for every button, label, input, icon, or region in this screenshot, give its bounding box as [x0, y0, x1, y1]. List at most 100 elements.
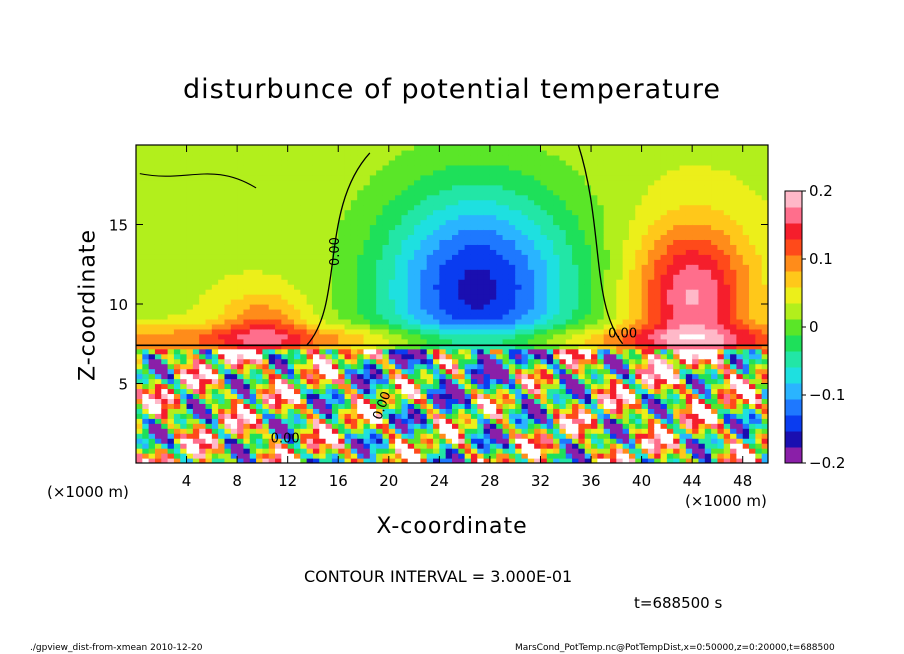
heatmap-cell [148, 174, 156, 181]
heatmap-cell [534, 398, 542, 404]
heatmap-cell [376, 234, 384, 241]
heatmap-cell [306, 304, 314, 310]
heatmap-cell [433, 239, 440, 245]
heatmap-cell [363, 388, 371, 395]
heatmap-cell [591, 458, 598, 463]
heatmap-cell [211, 383, 219, 390]
heatmap-cell [167, 378, 175, 385]
heatmap-cell [331, 299, 339, 305]
heatmap-cell [452, 259, 459, 265]
heatmap-cell [597, 154, 605, 161]
heatmap-cell [192, 304, 200, 310]
heatmap-cell [256, 448, 263, 454]
heatmap-cell [161, 164, 169, 171]
heatmap-cell [591, 159, 598, 166]
heatmap-cell [300, 239, 308, 245]
heatmap-cell [287, 274, 295, 280]
heatmap-cell [142, 299, 150, 305]
heatmap-cell [540, 408, 548, 414]
heatmap-cell [534, 383, 542, 390]
heatmap-cell [496, 358, 504, 365]
heatmap-cell [527, 308, 535, 315]
heatmap-cell [470, 229, 478, 236]
heatmap-cell [591, 249, 598, 255]
heatmap-cell [154, 323, 162, 330]
heatmap-cell [224, 428, 232, 434]
heatmap-cell [458, 224, 466, 231]
heatmap-cell [154, 438, 162, 444]
heatmap-cell [439, 159, 447, 166]
heatmap-cell [369, 393, 377, 400]
heatmap-cell [161, 378, 169, 385]
heatmap-cell [565, 229, 573, 236]
heatmap-cell [420, 154, 428, 161]
heatmap-cell [420, 443, 428, 449]
heatmap-cell [331, 214, 339, 221]
heatmap-cell [224, 423, 232, 429]
heatmap-cell [325, 433, 333, 439]
heatmap-cell [464, 224, 472, 231]
heatmap-cell [420, 328, 428, 335]
heatmap-cell [553, 448, 561, 454]
heatmap-cell [527, 249, 535, 255]
heatmap-cell [275, 304, 282, 310]
heatmap-cell [338, 438, 346, 444]
heatmap-cell [426, 145, 434, 151]
heatmap-cell [312, 214, 320, 221]
heatmap-cell [268, 254, 276, 260]
heatmap-cell [388, 408, 396, 414]
heatmap-cell [148, 403, 156, 409]
heatmap-cell [136, 259, 143, 265]
heatmap-cell [477, 438, 485, 444]
heatmap-cell [180, 289, 188, 295]
heatmap-cell [338, 199, 346, 206]
heatmap-cell [521, 294, 529, 300]
heatmap-cell [192, 294, 200, 300]
heatmap-cell [173, 179, 181, 186]
heatmap-cell [534, 189, 542, 196]
heatmap-cell [369, 274, 377, 280]
heatmap-cell [363, 373, 371, 380]
heatmap-cell [224, 443, 232, 449]
heatmap-cell [445, 323, 453, 330]
heatmap-cell [559, 179, 567, 186]
heatmap-cell [186, 229, 194, 236]
heatmap-cell [338, 249, 346, 255]
heatmap-cell [186, 204, 194, 211]
heatmap-cell [534, 179, 542, 186]
heatmap-cell [148, 269, 156, 275]
heatmap-cell [433, 194, 440, 201]
heatmap-cell [173, 164, 181, 171]
heatmap-cell [445, 259, 453, 265]
heatmap-cell [470, 318, 478, 325]
heatmap-cell [597, 224, 605, 231]
heatmap-cell [565, 403, 573, 409]
heatmap-cell [610, 438, 617, 444]
heatmap-cell [477, 418, 485, 424]
heatmap-cell [584, 378, 592, 385]
heatmap-cell [483, 289, 491, 295]
heatmap-cell [230, 393, 238, 400]
heatmap-cell [325, 418, 333, 424]
heatmap-cell [395, 174, 403, 181]
heatmap-cell [142, 343, 150, 350]
heatmap-cell [161, 323, 169, 330]
heatmap-cell [319, 338, 327, 345]
heatmap-cell [496, 145, 504, 151]
heatmap-cell [395, 413, 403, 419]
heatmap-cell [211, 254, 219, 260]
heatmap-cell [433, 259, 440, 265]
heatmap-cell [167, 169, 175, 176]
heatmap-cell [344, 348, 352, 355]
heatmap-cell [376, 373, 384, 380]
heatmap-cell [452, 418, 459, 424]
heatmap-cell [136, 328, 143, 335]
heatmap-cell [426, 418, 434, 424]
heatmap-cell [540, 284, 548, 290]
heatmap-cell [173, 229, 181, 236]
heatmap-cell [502, 179, 510, 186]
heatmap-cell [325, 308, 333, 315]
heatmap-cell [527, 393, 535, 400]
heatmap-cell [591, 289, 598, 295]
heatmap-cell [515, 418, 523, 424]
